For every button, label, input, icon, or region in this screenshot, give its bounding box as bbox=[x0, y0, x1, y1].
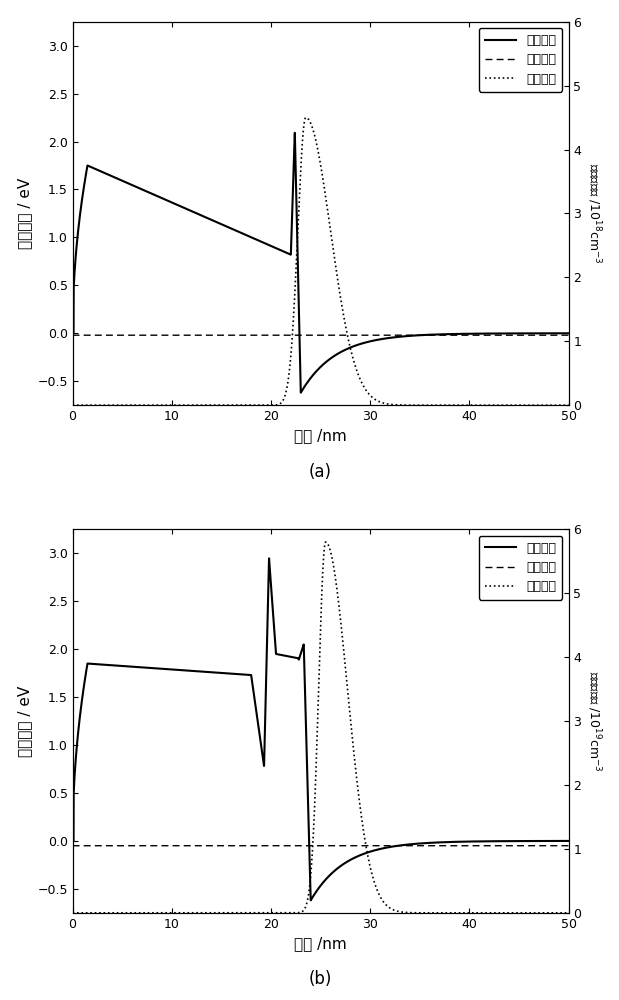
导带能量 bbox=[71, 766, 79, 778]
费米能级 bbox=[539, 840, 546, 852]
电子分布 bbox=[166, 399, 173, 411]
Legend: 导带能量, 费米能级, 电子分布: 导带能量, 费米能级, 电子分布 bbox=[478, 536, 563, 600]
电子分布 bbox=[322, 536, 329, 548]
导带能量 bbox=[98, 659, 106, 671]
电子分布 bbox=[311, 788, 319, 800]
X-axis label: 厕度 /nm: 厕度 /nm bbox=[294, 936, 347, 951]
Y-axis label: 载流子密度 $/10^{19}$cm$^{-3}$: 载流子密度 $/10^{19}$cm$^{-3}$ bbox=[585, 671, 602, 771]
费米能级 bbox=[98, 329, 106, 341]
费米能级 bbox=[98, 840, 106, 852]
导带能量 bbox=[89, 658, 97, 670]
导带能量 bbox=[89, 162, 97, 174]
费米能级 bbox=[565, 840, 573, 852]
费米能级 bbox=[166, 840, 173, 852]
导带能量 bbox=[98, 166, 106, 178]
费米能级 bbox=[71, 329, 79, 341]
导带能量 bbox=[266, 552, 273, 564]
导带能量 bbox=[69, 327, 76, 339]
导带能量 bbox=[539, 327, 546, 339]
电子分布 bbox=[89, 907, 97, 919]
Y-axis label: 势垒高度 / eV: 势垒高度 / eV bbox=[17, 685, 32, 757]
Line: 电子分布: 电子分布 bbox=[72, 118, 569, 405]
电子分布 bbox=[565, 907, 573, 919]
电子分布 bbox=[89, 399, 97, 411]
电子分布 bbox=[539, 399, 546, 411]
费米能级 bbox=[69, 840, 76, 852]
Line: 电子分布: 电子分布 bbox=[72, 542, 569, 913]
电子分布 bbox=[311, 131, 319, 143]
费米能级 bbox=[565, 329, 573, 341]
电子分布 bbox=[71, 907, 79, 919]
Y-axis label: 载流子密度 $/10^{18}$cm$^{-3}$: 载流子密度 $/10^{18}$cm$^{-3}$ bbox=[585, 163, 602, 264]
电子分布 bbox=[98, 399, 106, 411]
电子分布 bbox=[69, 399, 76, 411]
导带能量 bbox=[291, 127, 298, 139]
导带能量 bbox=[69, 835, 76, 847]
X-axis label: 厕度 /nm: 厕度 /nm bbox=[294, 429, 347, 444]
费米能级 bbox=[311, 329, 319, 341]
电子分布 bbox=[565, 399, 573, 411]
费米能级 bbox=[311, 840, 319, 852]
费米能级 bbox=[71, 840, 79, 852]
导带能量 bbox=[311, 367, 319, 379]
Text: (b): (b) bbox=[309, 970, 332, 988]
费米能级 bbox=[89, 329, 97, 341]
费米能级 bbox=[89, 840, 97, 852]
导带能量 bbox=[297, 387, 305, 399]
Legend: 导带能量, 费米能级, 电子分布: 导带能量, 费米能级, 电子分布 bbox=[478, 28, 563, 92]
费米能级 bbox=[539, 329, 546, 341]
Text: (a): (a) bbox=[309, 463, 332, 481]
电子分布 bbox=[71, 399, 79, 411]
导带能量 bbox=[71, 262, 79, 274]
导带能量 bbox=[166, 663, 173, 675]
Line: 导带能量: 导带能量 bbox=[72, 133, 569, 393]
电子分布 bbox=[98, 907, 106, 919]
导带能量 bbox=[307, 894, 314, 906]
导带能量 bbox=[565, 327, 573, 339]
电子分布 bbox=[302, 112, 310, 124]
Line: 导带能量: 导带能量 bbox=[72, 558, 569, 900]
电子分布 bbox=[166, 907, 173, 919]
导带能量 bbox=[565, 835, 573, 847]
Y-axis label: 势垒高度 / eV: 势垒高度 / eV bbox=[17, 178, 32, 249]
电子分布 bbox=[69, 907, 76, 919]
费米能级 bbox=[69, 329, 76, 341]
费米能级 bbox=[166, 329, 173, 341]
导带能量 bbox=[166, 196, 173, 208]
导带能量 bbox=[539, 835, 546, 847]
导带能量 bbox=[311, 887, 319, 899]
电子分布 bbox=[539, 907, 546, 919]
